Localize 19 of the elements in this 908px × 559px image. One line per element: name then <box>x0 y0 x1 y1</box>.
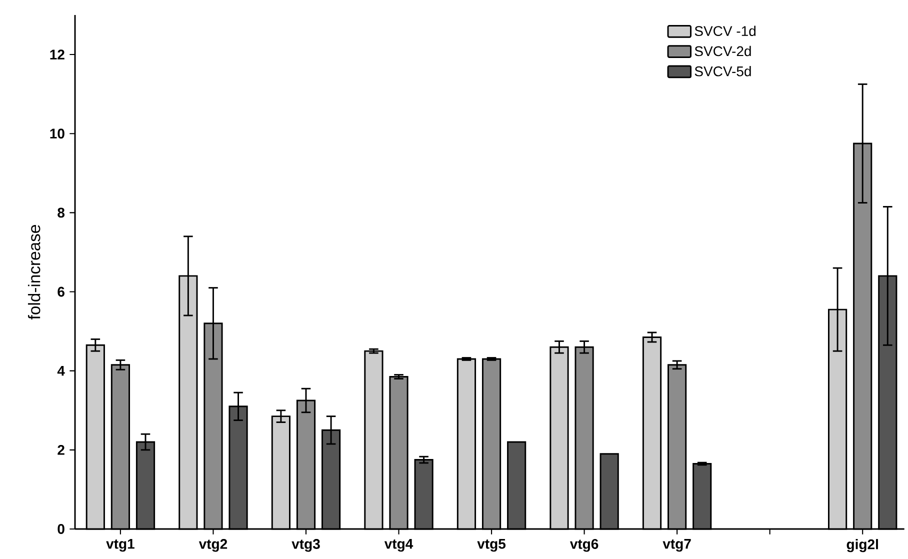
x-tick-label: vtg4 <box>384 539 414 552</box>
y-axis-title: fold-increase <box>28 225 40 320</box>
x-tick-label: gig2l <box>846 539 878 552</box>
y-tick-label: 12 <box>50 50 64 60</box>
y-tick-label: 10 <box>50 128 64 139</box>
legend-label: SVCV-5d <box>694 66 751 76</box>
y-tick-label: 6 <box>58 286 64 297</box>
y-tick-label: 4 <box>57 366 65 376</box>
y-tick-label: 2 <box>58 445 64 455</box>
y-tick-label: 0 <box>58 524 64 534</box>
y-tick-label: 8 <box>58 208 65 218</box>
x-tick-label: vtg3 <box>292 539 320 552</box>
x-tick-label: vtg1 <box>106 539 134 552</box>
legend-label: SVCV -1d <box>694 26 756 36</box>
legend-label: SVCV-2d <box>694 46 751 56</box>
x-tick-label: vtg2 <box>198 539 228 552</box>
x-tick-label: vtg6 <box>570 539 598 552</box>
x-tick-label: vtg7 <box>662 539 691 552</box>
x-tick-label: vtg5 <box>477 539 506 552</box>
